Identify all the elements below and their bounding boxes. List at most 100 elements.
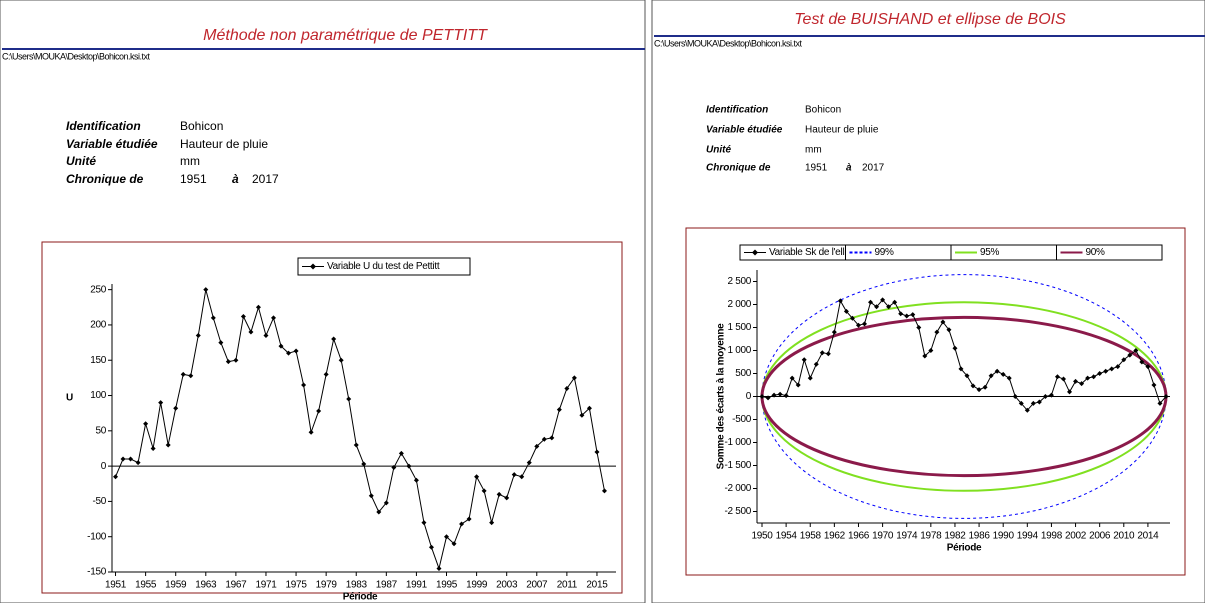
y-tick-label: -2 500 — [724, 506, 751, 517]
data-point — [795, 382, 801, 388]
data-point — [135, 460, 141, 466]
data-point — [1060, 376, 1066, 382]
data-point — [368, 493, 374, 499]
data-point — [158, 400, 164, 406]
x-tick-label: 1967 — [225, 580, 247, 591]
y-tick-label: -1 000 — [724, 437, 751, 448]
data-point — [225, 359, 231, 365]
y-tick-label: 1 000 — [727, 345, 751, 356]
x-tick-label: 1955 — [135, 580, 157, 591]
data-point — [1091, 374, 1097, 380]
data-point — [777, 391, 783, 397]
panel-title: Méthode non paramétrique de PETTITT — [203, 27, 488, 44]
legend-label: Variable U du test de Pettitt — [327, 261, 440, 272]
legend-box — [1056, 244, 1163, 261]
y-axis-label: Somme des écarts à la moyenne — [716, 323, 727, 470]
info-label: Identification — [706, 105, 768, 116]
y-tick-label: 250 — [90, 284, 107, 295]
data-point — [263, 333, 269, 339]
data-point — [789, 375, 795, 381]
data-point — [188, 373, 194, 379]
data-point — [916, 325, 922, 330]
data-point — [248, 329, 254, 335]
data-point — [1145, 364, 1151, 370]
data-point — [1097, 371, 1103, 376]
legend-label: 90% — [1086, 247, 1106, 258]
info-value: Bohicon — [805, 105, 841, 116]
legend-label: 95% — [980, 247, 1000, 258]
data-point — [444, 534, 450, 540]
data-point — [1006, 375, 1012, 381]
info-value: Bohicon — [180, 119, 223, 133]
data-point — [594, 449, 600, 455]
data-point — [519, 474, 525, 480]
x-tick-label: 1979 — [316, 580, 338, 591]
data-point — [406, 463, 412, 469]
info-value: 1951 — [805, 163, 828, 174]
data-point — [928, 348, 934, 353]
x-tick-label: 1975 — [286, 580, 308, 591]
x-tick-label: 1950 — [751, 531, 773, 542]
x-tick-label: 1954 — [776, 531, 798, 542]
info-label: Identification — [66, 119, 141, 133]
data-point — [323, 371, 329, 377]
x-tick-label: 1951 — [105, 580, 127, 591]
file-path: C:\Users\MOUKA\Desktop\Bohicon.ksi.txt — [654, 38, 803, 48]
data-point — [940, 319, 946, 325]
data-point — [301, 382, 307, 388]
legend-marker — [310, 263, 316, 270]
x-tick-label: 1978 — [920, 531, 942, 542]
data-point — [338, 357, 344, 363]
y-tick-label: 100 — [90, 390, 107, 401]
data-point — [964, 373, 970, 379]
file-path: C:\Users\MOUKA\Desktop\Bohicon.ksi.txt — [2, 51, 151, 61]
data-point — [180, 371, 186, 377]
data-point — [1048, 392, 1054, 398]
data-point — [120, 456, 126, 462]
data-point — [428, 544, 434, 550]
x-tick-label: 2006 — [1089, 531, 1111, 542]
data-point — [910, 312, 916, 318]
data-point — [398, 450, 404, 456]
data-point — [233, 357, 239, 363]
info-label: Chronique de — [66, 172, 144, 186]
data-point — [549, 435, 555, 441]
data-point — [783, 393, 789, 399]
y-tick-label: -50 — [92, 496, 106, 507]
data-point — [150, 445, 156, 451]
data-point — [982, 384, 988, 390]
data-point — [331, 336, 337, 342]
data-point — [270, 315, 276, 321]
x-tick-label: 1999 — [466, 580, 488, 591]
data-point — [286, 350, 292, 356]
legend-marker — [752, 249, 758, 256]
data-point — [1024, 407, 1030, 413]
x-tick-label: 1995 — [436, 580, 458, 591]
x-tick-label: 2015 — [586, 580, 608, 591]
series-line — [115, 289, 605, 571]
data-point — [421, 520, 427, 526]
data-point — [541, 436, 547, 442]
x-tick-label: 1986 — [969, 531, 991, 542]
x-tick-label: 1963 — [195, 580, 217, 591]
data-point — [459, 521, 465, 527]
data-point — [801, 357, 807, 363]
data-point — [1157, 400, 1163, 406]
info-label: Variable étudiée — [66, 137, 158, 151]
legend-label: 99% — [875, 247, 895, 258]
data-point — [843, 308, 849, 314]
data-point — [1139, 359, 1145, 365]
x-tick-label: 1998 — [1041, 531, 1063, 542]
data-point — [1121, 357, 1127, 363]
x-tick-label: 2007 — [526, 580, 548, 591]
data-point — [346, 396, 352, 402]
data-point — [880, 297, 886, 303]
y-tick-label: -1 500 — [724, 460, 751, 471]
y-tick-label: 200 — [90, 320, 107, 331]
x-tick-label: 1962 — [824, 531, 846, 542]
info-label: à — [846, 163, 852, 174]
data-point — [946, 327, 952, 333]
data-point — [564, 385, 570, 391]
data-point — [1103, 368, 1109, 374]
data-point — [255, 304, 261, 310]
